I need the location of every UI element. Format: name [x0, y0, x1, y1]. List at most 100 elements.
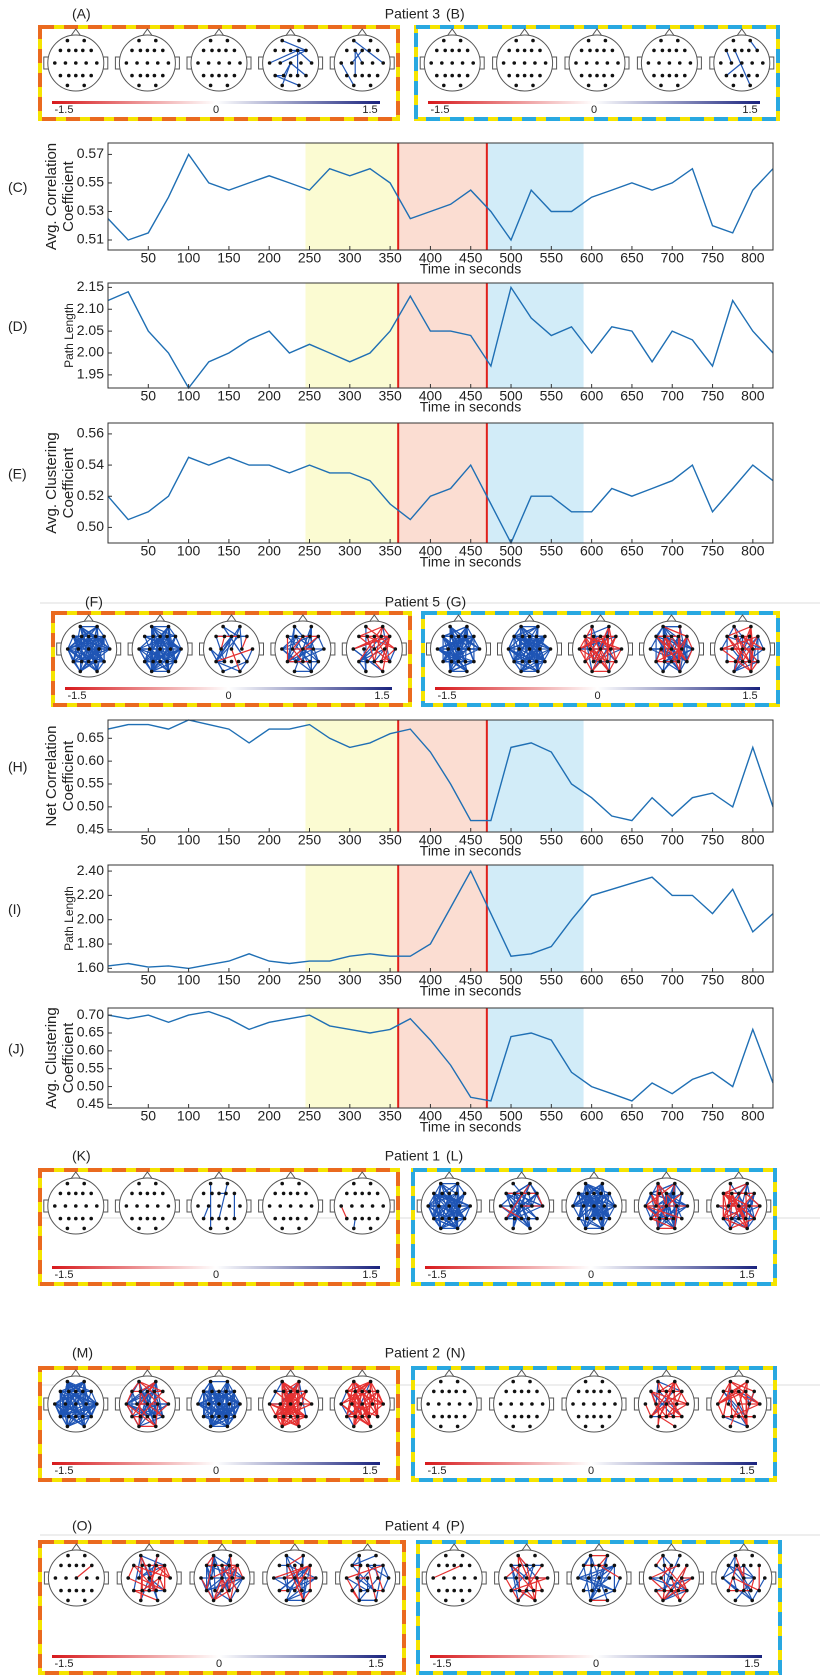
x-tick-label: 150 [217, 832, 241, 848]
x-tick-label: 400 [419, 543, 443, 559]
connection [279, 1403, 307, 1418]
connection [157, 1403, 164, 1417]
connection [457, 1183, 466, 1194]
electrode [288, 1204, 293, 1208]
electrode [661, 1553, 665, 1558]
connection [655, 635, 672, 650]
electrode [747, 659, 752, 664]
electrode [649, 1216, 653, 1221]
panel-label: (H) [8, 759, 27, 775]
connection [529, 635, 551, 650]
electrode [618, 1576, 622, 1580]
x-tick-label: 250 [298, 1108, 322, 1124]
electrode [67, 1563, 72, 1568]
electrode [600, 1181, 605, 1186]
electrode [761, 61, 765, 65]
electrode [669, 659, 674, 664]
electrode [758, 1402, 762, 1406]
electrode [604, 1588, 608, 1593]
electrode [533, 1598, 537, 1603]
connection [608, 1193, 616, 1207]
electrode [467, 1588, 472, 1593]
electrode [353, 73, 358, 78]
connection [168, 626, 176, 637]
electrode [360, 1191, 365, 1196]
electrode [322, 647, 326, 651]
electrode [678, 669, 682, 674]
connection [367, 635, 396, 650]
electrode [540, 1563, 544, 1568]
electrode [728, 1181, 733, 1186]
connection [226, 1391, 235, 1427]
electrode [227, 1588, 231, 1593]
electrode [721, 1216, 726, 1221]
electrode [530, 1204, 534, 1208]
connection [733, 626, 744, 650]
electrode [605, 1598, 610, 1603]
electrode [365, 659, 370, 664]
electrode [84, 1576, 89, 1580]
electrode [745, 1226, 749, 1231]
connection [722, 1577, 738, 1592]
connection [72, 661, 81, 672]
electrode [65, 1226, 70, 1231]
electrode [534, 634, 539, 639]
electrode [522, 61, 527, 65]
connection [657, 1381, 683, 1417]
electrode [155, 61, 160, 65]
electrode [238, 61, 242, 65]
electrode [288, 1402, 293, 1406]
electrode [677, 61, 682, 65]
connection [451, 661, 468, 672]
connection [521, 636, 531, 662]
electrode [530, 1402, 534, 1406]
electrode [574, 61, 578, 65]
x-tick-label: 200 [258, 388, 282, 404]
electrode [232, 1216, 237, 1221]
electrode [67, 1216, 71, 1221]
electrode [297, 1379, 301, 1384]
row-title: Patient 4 [385, 1518, 440, 1534]
y-axis-label: Path Length [62, 303, 76, 368]
electrode [161, 1216, 165, 1221]
connection [140, 1381, 157, 1392]
shaded-region [305, 423, 399, 543]
electrode [465, 669, 469, 674]
head-nose [519, 28, 531, 37]
shaded-region [398, 720, 487, 832]
electrode [224, 1191, 228, 1196]
electrode [217, 1402, 221, 1406]
x-tick-label: 50 [141, 250, 157, 266]
connection [589, 626, 593, 650]
electrode [220, 1563, 224, 1568]
electrode [206, 1204, 211, 1208]
connection [449, 626, 467, 662]
electrode [211, 1553, 216, 1558]
connection [230, 648, 241, 672]
electrode [517, 1588, 522, 1593]
electrode [667, 48, 672, 53]
connection [749, 40, 758, 51]
electrode [245, 634, 249, 639]
electrode [214, 634, 218, 639]
colorbar-tick-label: 0 [213, 1269, 219, 1281]
connection [358, 661, 367, 672]
electrode [353, 1216, 358, 1221]
electrode [664, 1389, 669, 1394]
colorbar [430, 1655, 762, 1658]
electrode [444, 1553, 448, 1558]
electrode [145, 1389, 150, 1394]
x-tick-label: 200 [258, 543, 282, 559]
connection [733, 661, 759, 672]
electrode [357, 1553, 362, 1558]
electrode [522, 48, 527, 53]
electrode [467, 647, 471, 651]
connection [317, 636, 325, 650]
electrode [152, 1191, 157, 1196]
connection [664, 661, 681, 672]
connection [351, 1555, 377, 1566]
electrode [145, 73, 150, 78]
connection [226, 1403, 230, 1427]
electrode [353, 48, 358, 53]
